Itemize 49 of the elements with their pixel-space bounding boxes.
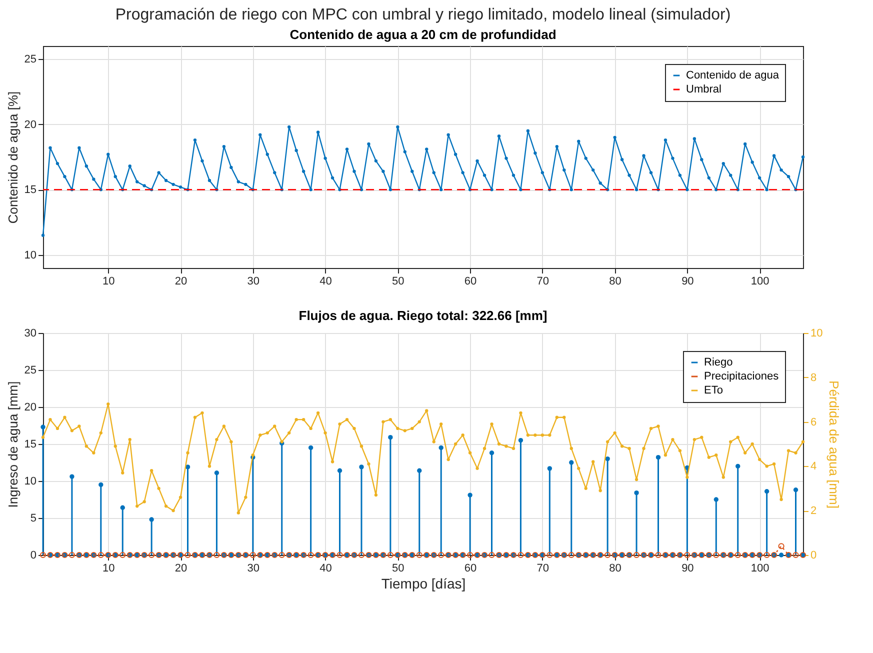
y-tick-label: 15 [24,438,36,450]
x-tick-label: 50 [392,562,404,574]
x-tick-label: 50 [392,276,404,288]
y-tick-label: 5 [30,512,36,524]
x-tick-label: 80 [609,562,622,574]
x-tick-label: 40 [320,562,332,574]
chart-subtitle: Contenido de agua a 20 cm de profundidad [290,27,556,42]
x-tick-label: 40 [320,276,332,288]
x-axis-title: Tiempo [días] [381,576,466,592]
y-tick-label: 20 [24,402,36,414]
y-tick-label: 25 [24,364,36,376]
y2-tick-label: 8 [810,372,817,384]
x-tick-label: 20 [174,562,188,574]
legend-label: Contenido de agua [686,70,780,82]
y2-tick-label: 6 [810,416,817,428]
chart-title: Programación de riego con MPC con umbral y riego limitado, modelo lineal (simulador) [115,6,731,24]
y2-axis-title: Pérdida de agua [mm] [826,380,842,508]
legend-label: ETo [704,384,723,396]
x-tick-label: 30 [247,562,260,574]
legend-label: Umbral [686,84,722,96]
y-tick-label: 25 [24,54,36,66]
y-tick-label: 0 [30,550,36,562]
y2-tick-label: 2 [810,505,817,518]
y-tick-label: 20 [24,118,36,131]
x-tick-label: 20 [174,276,188,288]
x-tick-label: 10 [102,276,115,288]
y-tick-label: 30 [24,328,36,340]
legend-label: Riego [704,356,733,368]
y2-tick-label: 10 [810,328,823,340]
x-tick-label: 10 [102,562,115,574]
x-tick-label: 70 [536,562,550,574]
x-tick-label: 100 [750,562,770,574]
x-tick-label: 60 [464,276,477,288]
y-axis-title: Contenido de agua [%] [5,91,20,224]
y-tick-label: 10 [24,249,36,262]
y-tick-label: 10 [24,476,36,488]
x-tick-label: 90 [682,562,694,574]
y2-tick-label: 4 [810,460,817,473]
x-tick-label: 70 [536,276,550,288]
x-tick-label: 100 [750,276,770,288]
x-tick-label: 80 [609,276,622,288]
legend-label: Precipitaciones [704,370,780,382]
chart-title: Flujos de agua. Riego total: 322.66 [mm] [298,308,548,323]
y-axis-title: Ingreso de agua [mm] [5,381,20,508]
y2-tick-label: 0 [810,550,817,562]
y-tick-label: 15 [24,184,36,196]
x-tick-label: 60 [464,562,477,574]
x-tick-label: 30 [247,276,260,288]
x-tick-label: 90 [682,276,694,288]
